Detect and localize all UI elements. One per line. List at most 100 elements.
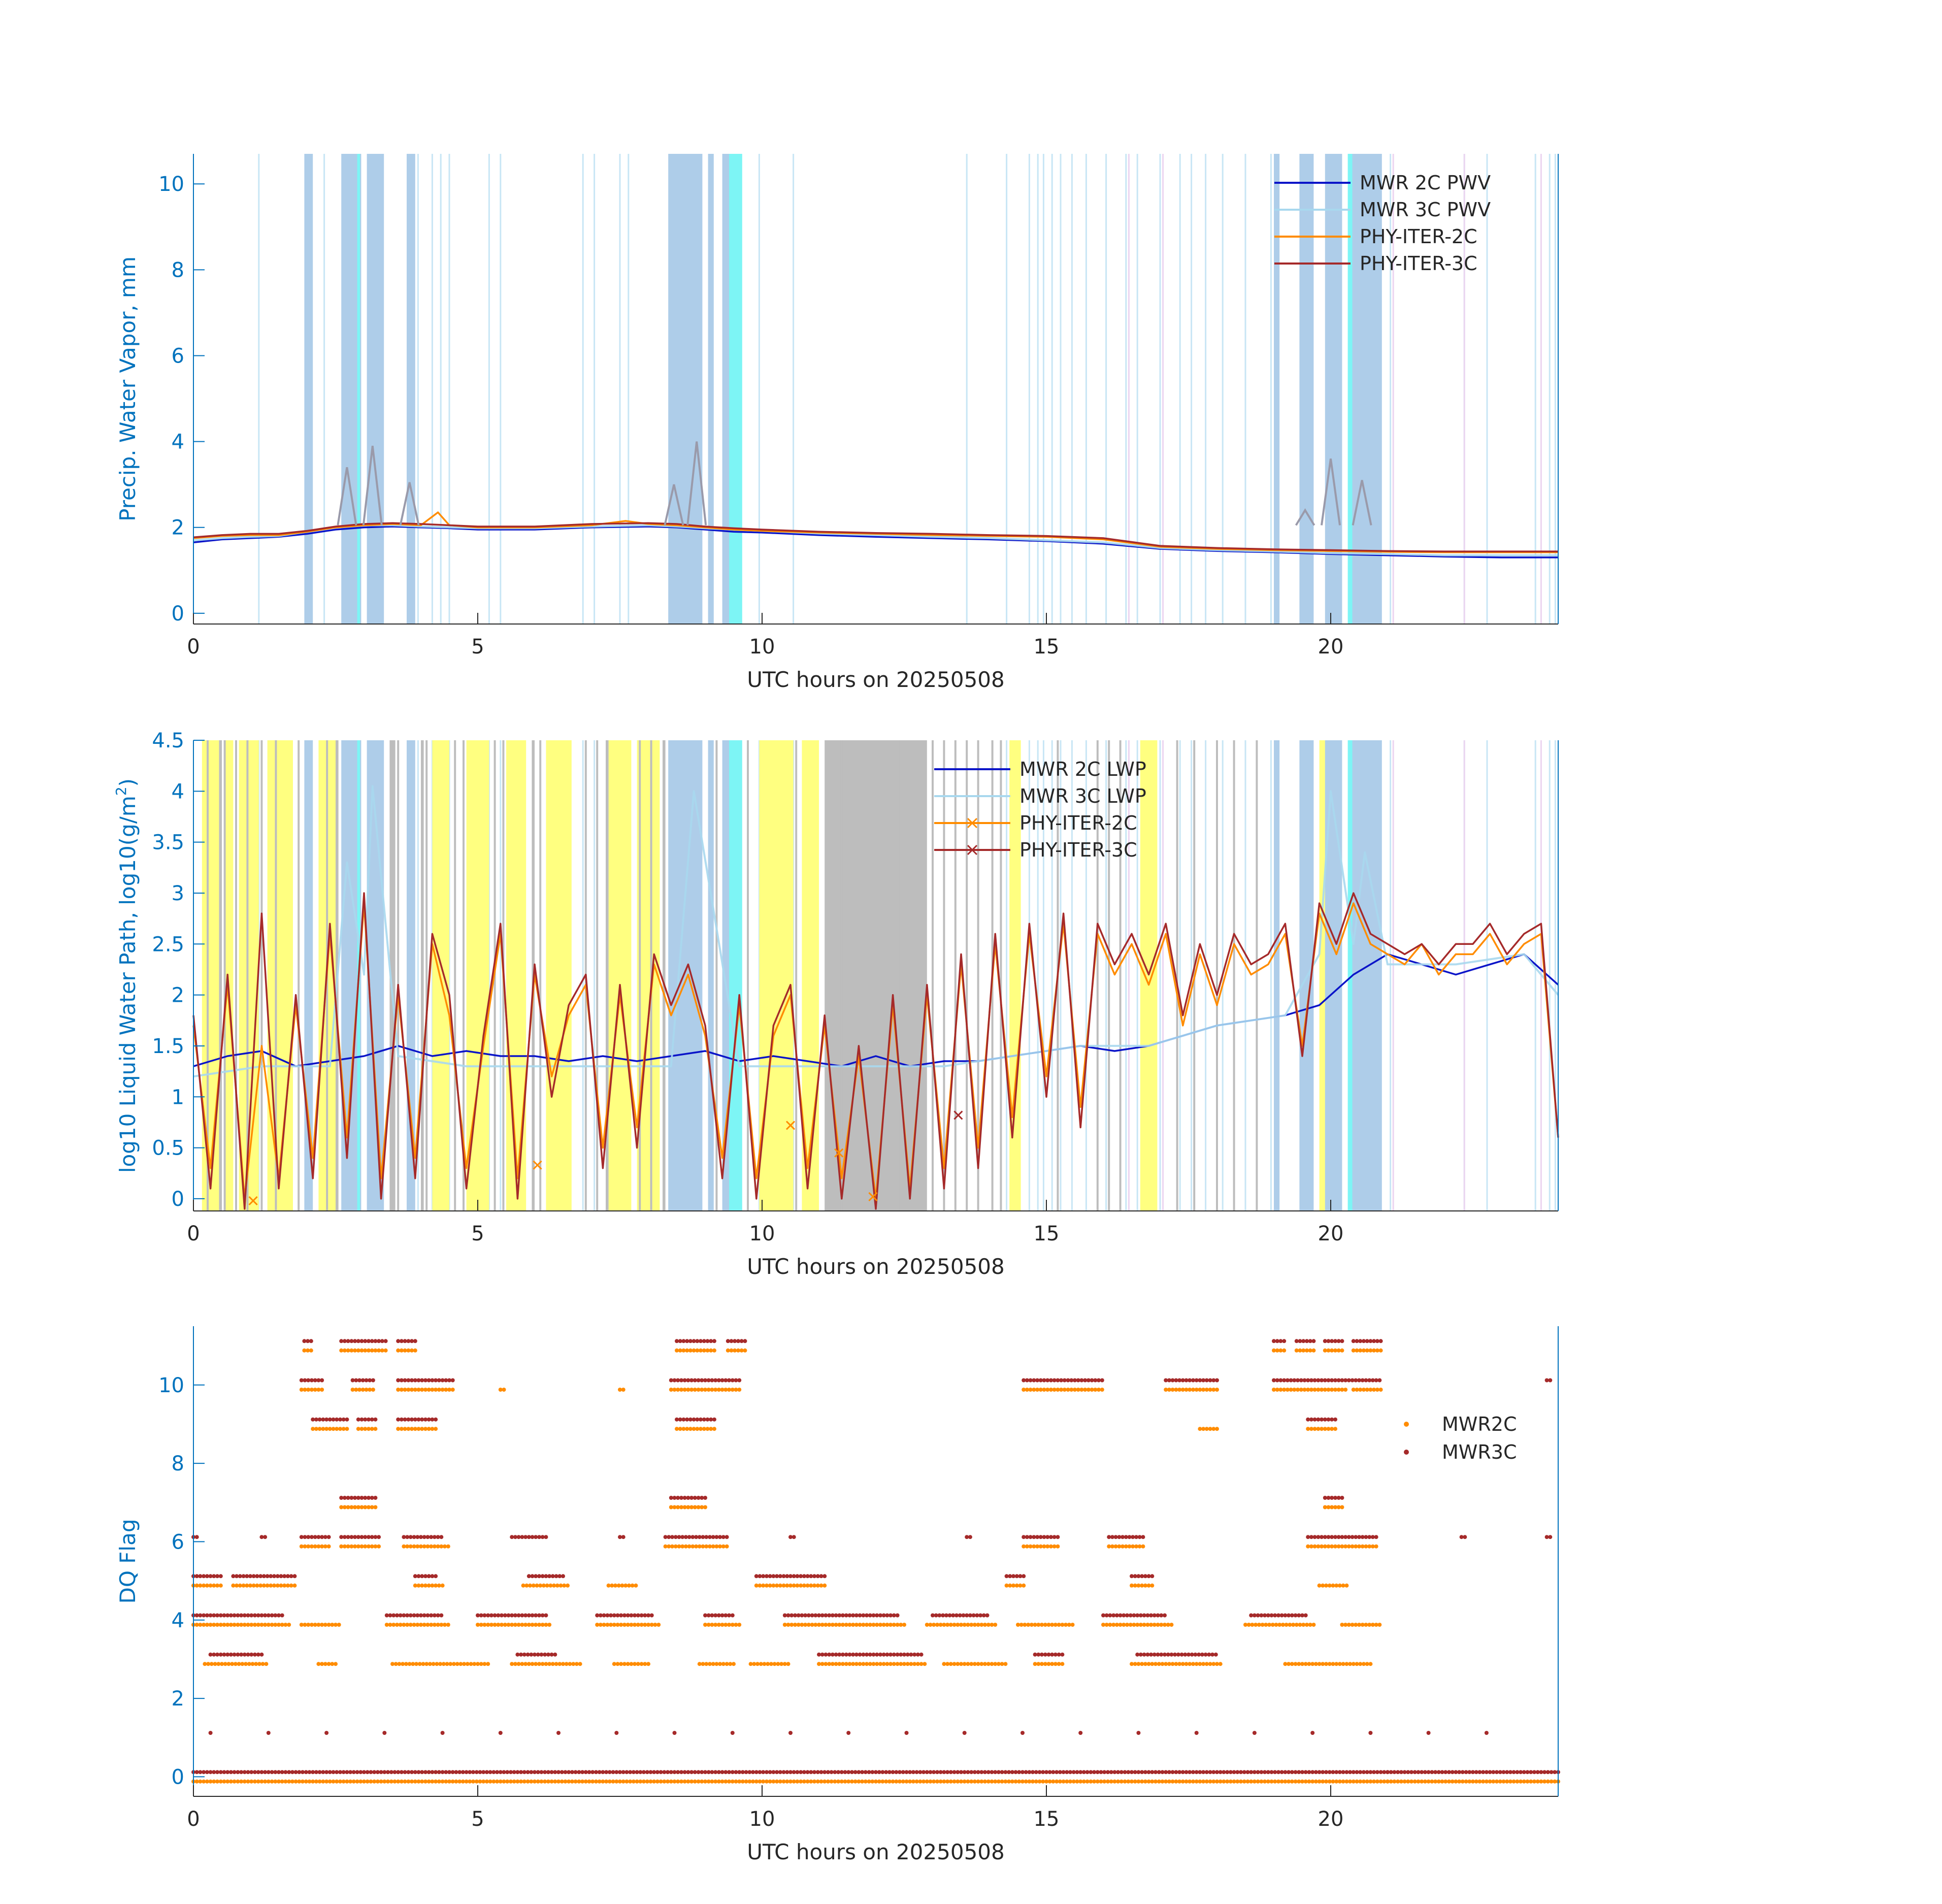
dq-point-mwr2c [359, 1505, 364, 1509]
dq-point-mwr2c [905, 1662, 910, 1666]
dq-point-mwr3c [765, 1770, 769, 1775]
dq-point-mwr2c [1274, 1623, 1278, 1627]
dq-point-mwr2c [1300, 1662, 1304, 1666]
dq-point-mwr2c [1154, 1779, 1158, 1784]
dq-point-mwr2c [851, 1623, 855, 1627]
dq-point-mwr3c [830, 1613, 835, 1618]
dq-point-mwr3c [1309, 1417, 1313, 1422]
dq-point-mwr2c [310, 1388, 314, 1392]
dq-point-mwr3c [1382, 1770, 1387, 1775]
dq-point-mwr2c [486, 1623, 490, 1627]
dq-point-mwr3c [894, 1770, 899, 1775]
dq-point-mwr3c [228, 1770, 233, 1775]
dq-point-mwr2c [403, 1348, 407, 1353]
dq-point-mwr2c [1433, 1779, 1438, 1784]
dq-point-mwr2c [390, 1662, 394, 1666]
dq-point-mwr2c [799, 1779, 803, 1784]
dq-point-mwr3c [1201, 1770, 1206, 1775]
dq-point-mwr3c [824, 1613, 828, 1618]
dq-point-mwr2c [648, 1779, 653, 1784]
dq-point-mwr2c [830, 1662, 835, 1666]
dq-point-mwr3c [1102, 1770, 1107, 1775]
dq-point-mwr3c [265, 1574, 270, 1579]
dq-point-mwr2c [562, 1583, 567, 1588]
dq-point-mwr2c [1298, 1623, 1302, 1627]
dq-point-mwr3c [444, 1770, 448, 1775]
dq-point-mwr3c [1416, 1770, 1421, 1775]
dq-point-mwr2c [471, 1779, 475, 1784]
dq-point-mwr3c [1367, 1378, 1372, 1383]
dq-point-mwr2c [474, 1779, 479, 1784]
dq-point-mwr3c [306, 1535, 311, 1539]
dq-point-mwr2c [878, 1662, 882, 1666]
dq-point-mwr3c [1323, 1535, 1327, 1539]
dq-point-mwr2c [609, 1623, 613, 1627]
dq-point-mwr2c [723, 1623, 728, 1627]
dq-point-mwr2c [1330, 1388, 1334, 1392]
dq-point-mwr3c [1159, 1652, 1164, 1657]
dq-point-mwr3c [863, 1770, 868, 1775]
dq-point-mwr2c [695, 1427, 700, 1431]
dq-point-mwr2c [634, 1583, 638, 1588]
dq-point-mwr2c [236, 1779, 240, 1784]
dq-point-mwr3c [339, 1535, 344, 1539]
dq-point-mwr3c [249, 1770, 254, 1775]
dq-point-mwr2c [631, 1779, 636, 1784]
dq-point-mwr3c [679, 1770, 683, 1775]
dq-point-mwr3c [1548, 1535, 1553, 1539]
dq-point-mwr3c [1273, 1613, 1277, 1618]
dq-point-mwr2c [815, 1583, 820, 1588]
dq-point-mwr2c [1436, 1779, 1441, 1784]
dq-point-mwr3c [827, 1652, 832, 1657]
dq-point-mwr3c [1306, 1535, 1310, 1539]
pwv-blue-band [1351, 154, 1382, 624]
dq-point-mwr2c [324, 1427, 329, 1431]
dq-point-mwr2c [360, 1388, 365, 1392]
dq-point-mwr3c [847, 1652, 852, 1657]
dq-point-mwr2c [914, 1779, 919, 1784]
dq-point-mwr2c [208, 1779, 213, 1784]
dq-point-mwr3c [914, 1770, 919, 1775]
dq-point-mwr3c [1163, 1652, 1167, 1657]
dq-point-mwr3c [692, 1417, 696, 1422]
dq-point-mwr2c [570, 1779, 574, 1784]
dq-point-mwr3c [609, 1613, 613, 1618]
dq-point-mwr3c [423, 1574, 427, 1579]
dq-point-mwr2c [727, 1388, 731, 1392]
dq-point-mwr3c [290, 1770, 294, 1775]
dq-point-mwr2c [663, 1544, 668, 1549]
dq-point-mwr3c [495, 1770, 500, 1775]
dq-point-mwr2c [875, 1623, 879, 1627]
dq-point-mwr2c [966, 1623, 970, 1627]
dq-point-mwr3c [1272, 1378, 1276, 1383]
dq-point-mwr3c [529, 1770, 534, 1775]
dq-point-mwr3c [420, 1574, 424, 1579]
dq-point-mwr2c [509, 1779, 513, 1784]
dq-point-mwr3c [702, 1417, 706, 1422]
dq-point-mwr3c [1360, 1378, 1365, 1383]
dq-point-mwr2c [1191, 1779, 1195, 1784]
dq-point-mwr2c [303, 1544, 307, 1549]
dq-point-mwr2c [676, 1388, 680, 1392]
dq-point-mwr3c [829, 1770, 834, 1775]
dq-point-mwr3c [716, 1613, 721, 1618]
dq-point-mwr2c [1057, 1623, 1061, 1627]
dq-point-mwr3c [1320, 1378, 1324, 1383]
dq-point-mwr2c [703, 1779, 707, 1784]
dq-point-mwr2c [959, 1662, 963, 1666]
dq-point-mwr2c [799, 1583, 803, 1588]
dq-point-mwr2c [629, 1623, 634, 1627]
dq-point-mwr3c [1351, 1770, 1356, 1775]
dq-point-mwr2c [256, 1779, 260, 1784]
dq-point-mwr2c [948, 1623, 953, 1627]
dq-point-mwr2c [912, 1662, 917, 1666]
dq-point-mwr2c [1194, 1388, 1199, 1392]
dq-point-mwr3c [297, 1770, 302, 1775]
dq-point-mwr2c [1357, 1544, 1361, 1549]
dq-point-mwr2c [1050, 1662, 1055, 1666]
dq-point-mwr3c [786, 1613, 791, 1618]
dq-point-mwr2c [636, 1623, 640, 1627]
dq-point-mwr3c [526, 1574, 531, 1579]
dq-point-mwr2c [1174, 1779, 1178, 1784]
